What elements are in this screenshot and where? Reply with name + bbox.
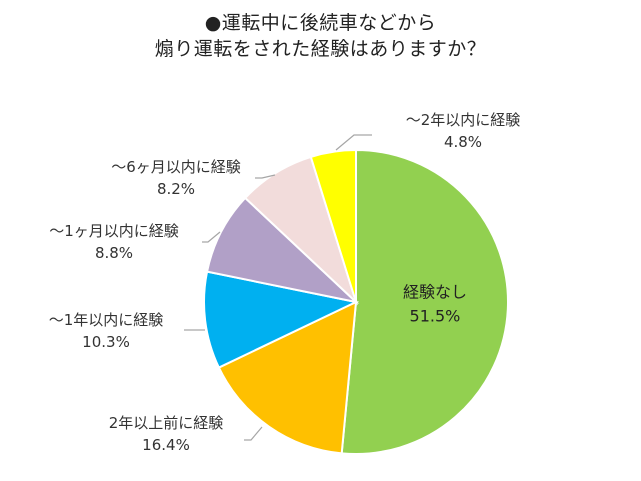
pie-slice-2 bbox=[217, 300, 358, 455]
slice-label-5: ～6ヶ月以内に経験 bbox=[111, 158, 241, 176]
leader-line-4 bbox=[202, 231, 221, 243]
pie-slice-6 bbox=[309, 148, 357, 303]
pie-slice-3 bbox=[203, 270, 360, 369]
slice-label-4: ～1ヶ月以内に経験 bbox=[49, 222, 179, 240]
slice-value-4: 8.8% bbox=[95, 244, 133, 262]
slice-value-5: 8.2% bbox=[157, 180, 195, 198]
pie-slice-4 bbox=[205, 196, 360, 304]
leader-line-5 bbox=[255, 174, 276, 179]
leader-line-2 bbox=[244, 426, 263, 441]
pie-slices bbox=[203, 148, 509, 455]
chart-title-line-1: ●運転中に後続車などから bbox=[204, 12, 437, 34]
chart-title: ●運転中に後続車などから 煽り運転をされた経験はありますか？ bbox=[0, 10, 641, 62]
slice-label-6: ～2年以内に経験 bbox=[406, 111, 521, 129]
slice-value-3: 10.3% bbox=[82, 333, 130, 351]
leader-lines bbox=[184, 134, 372, 441]
slice-label-2: 2年以上前に経験 bbox=[109, 414, 224, 432]
slice-label-3: ～1年以内に経験 bbox=[49, 311, 164, 329]
pie-slice-1 bbox=[340, 148, 509, 455]
slice-value-1: 51.5% bbox=[410, 307, 461, 326]
slice-label-1: 経験なし bbox=[403, 283, 467, 302]
slice-labels: 経験なし 51.5% 2年以上前に経験 16.4% ～1年以内に経験 10.3% ～1ヶ月以… bbox=[49, 111, 521, 454]
leader-line-6 bbox=[335, 134, 372, 151]
chart-title-line-2: 煽り運転をされた経験はありますか？ bbox=[154, 38, 487, 60]
slice-value-6: 4.8% bbox=[444, 133, 482, 151]
slice-value-2: 16.4% bbox=[142, 436, 190, 454]
